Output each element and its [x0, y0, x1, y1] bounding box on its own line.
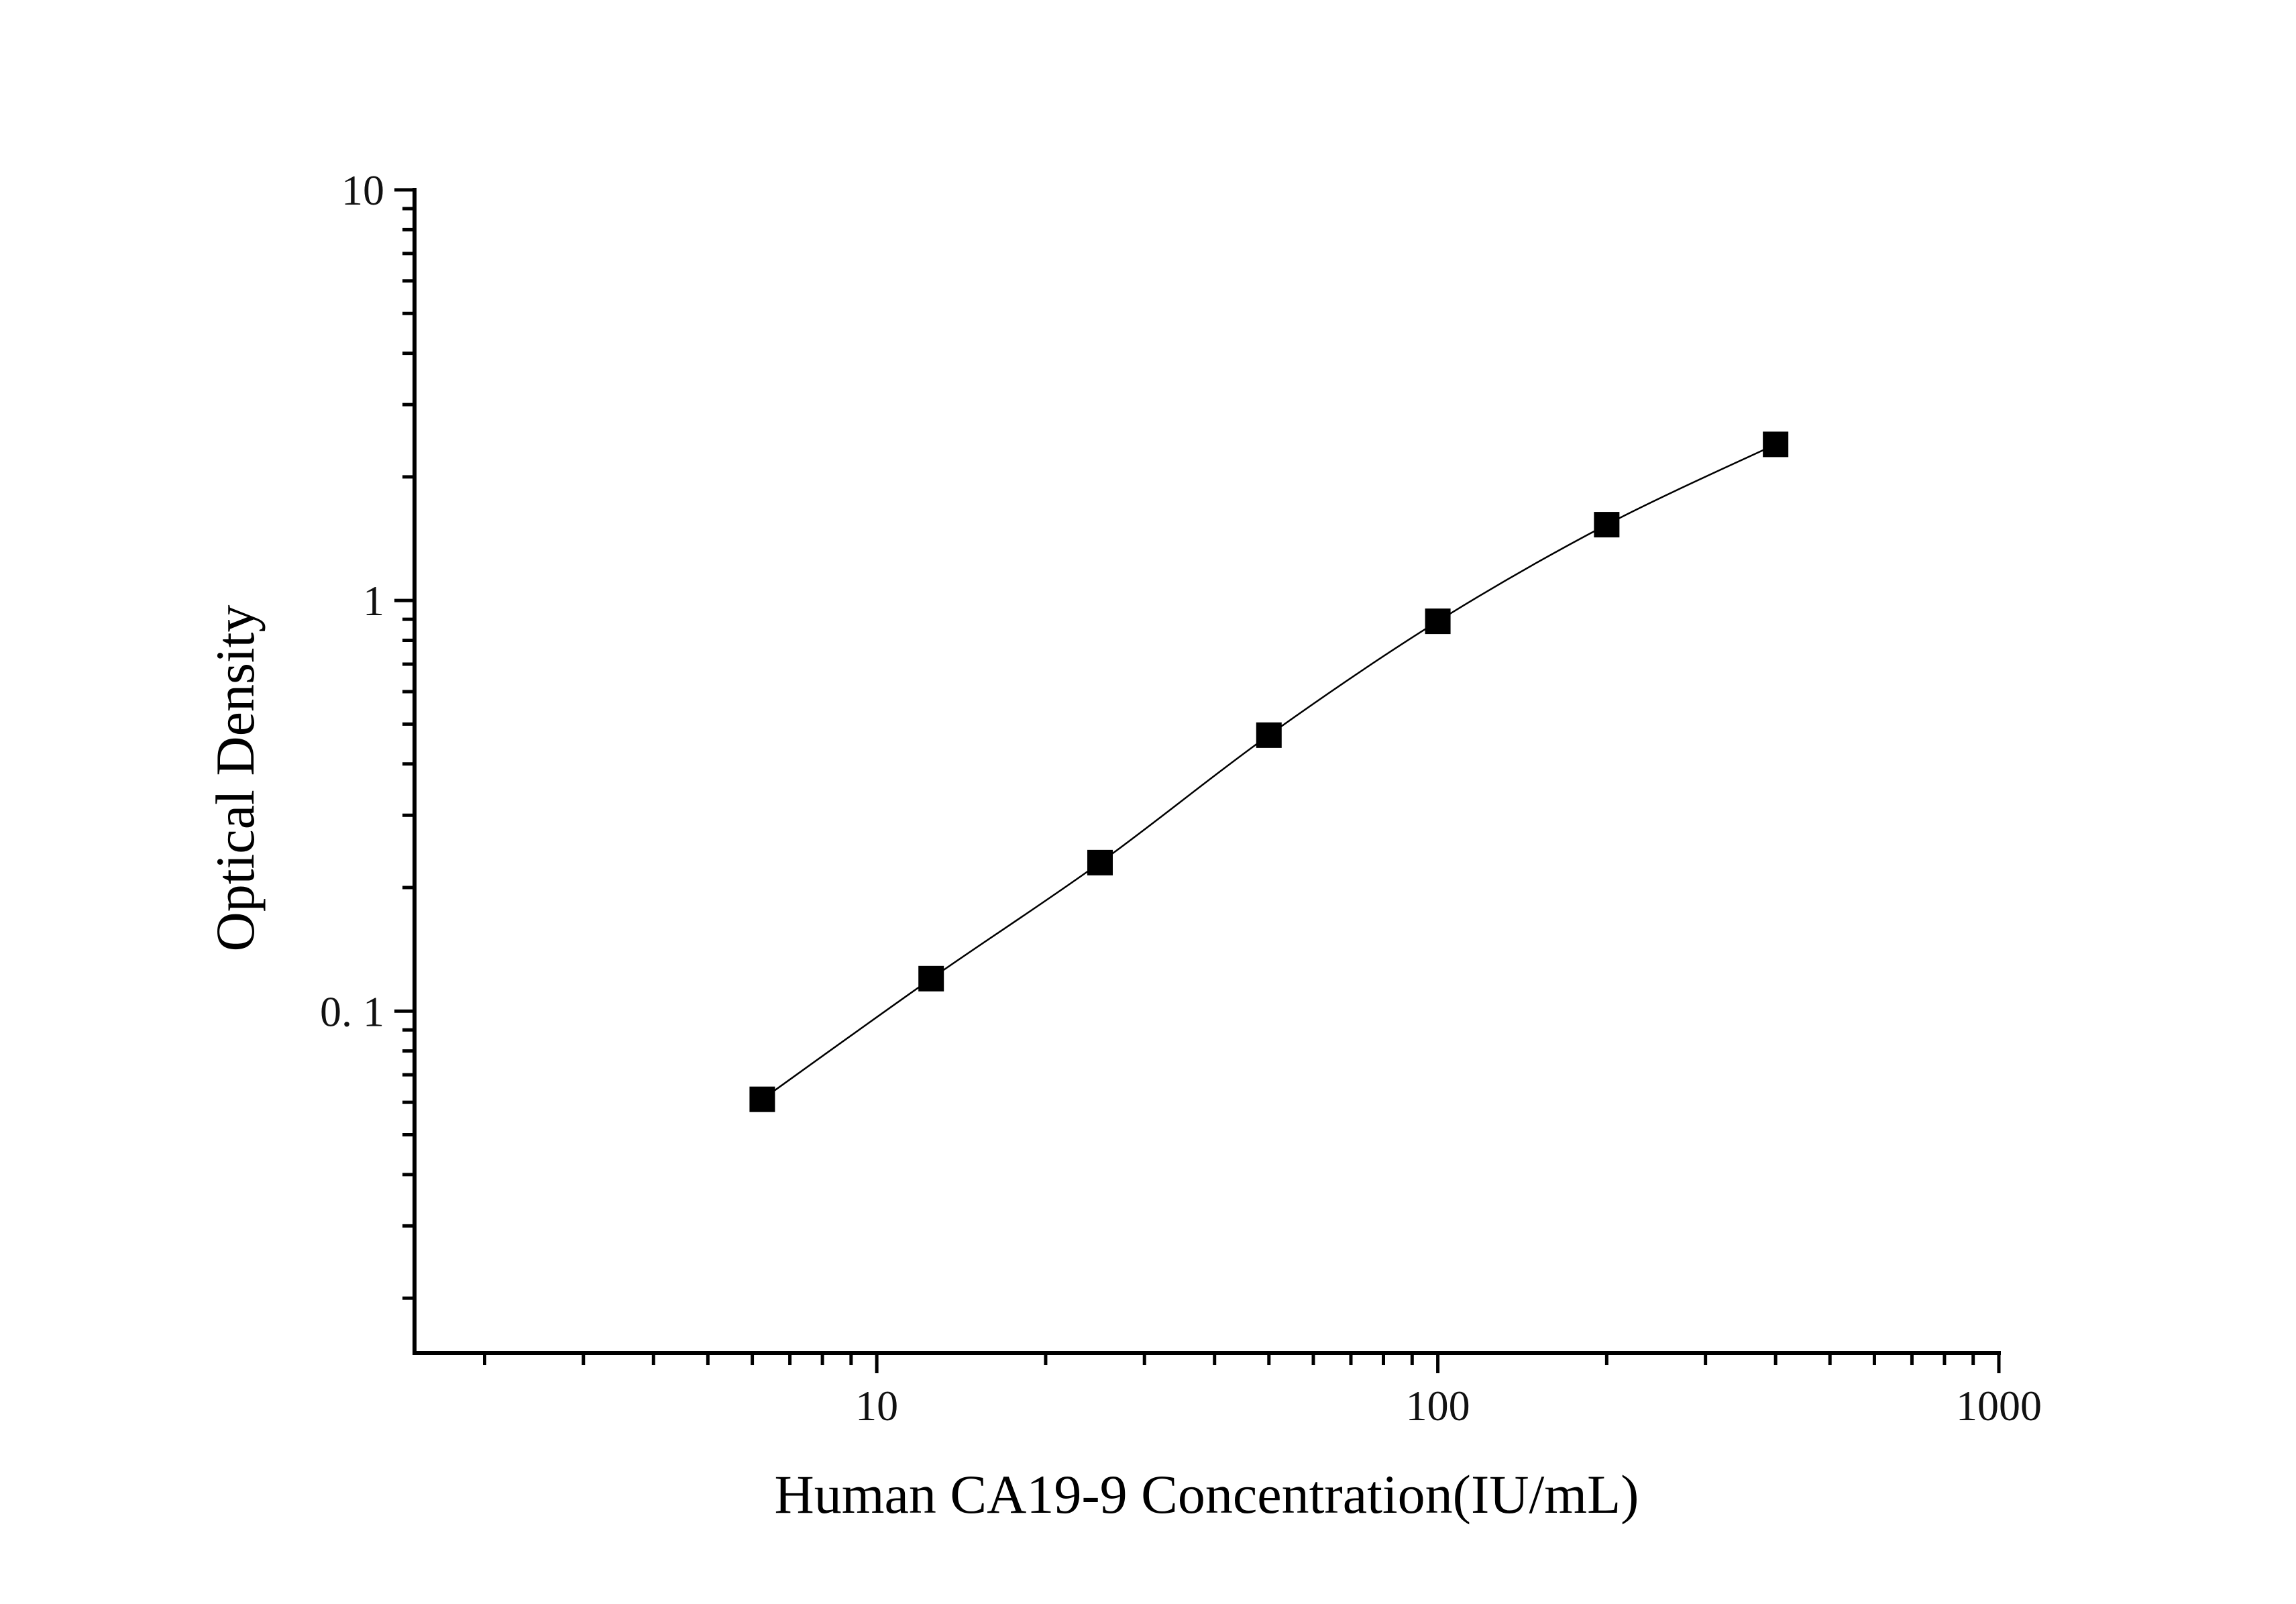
y-axis-title: Optical Density: [205, 605, 266, 952]
data-point: [1087, 849, 1113, 875]
x-axis-ticks: [483, 1353, 2001, 1373]
fit-curve: [761, 443, 1776, 1100]
x-tick-label: 1000: [1956, 1382, 2042, 1430]
y-tick-labels: 0. 1 1 10: [320, 166, 384, 1035]
x-axis-title: Human CA19-9 Concentration(IU/mL): [775, 1464, 1639, 1525]
y-tick-label: 10: [341, 166, 384, 214]
data-markers: [749, 431, 1789, 1112]
data-point: [918, 965, 944, 992]
x-tick-label: 10: [855, 1382, 898, 1430]
data-point: [1763, 431, 1789, 458]
x-tick-labels: 10 100 1000: [855, 1382, 2042, 1430]
y-tick-label: 0. 1: [320, 987, 384, 1035]
data-point: [1594, 512, 1620, 538]
data-point: [1256, 722, 1282, 748]
data-point: [749, 1086, 775, 1112]
data-point: [1425, 608, 1451, 635]
y-tick-label: 1: [363, 577, 384, 625]
x-tick-label: 100: [1406, 1382, 1470, 1430]
y-axis-ticks: [394, 188, 415, 1300]
